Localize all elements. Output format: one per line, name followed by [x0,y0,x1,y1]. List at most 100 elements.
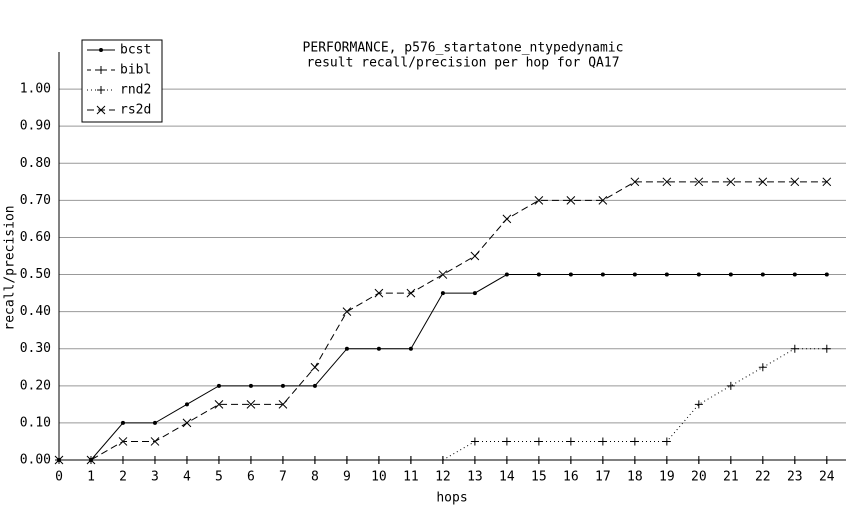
marker [566,196,576,205]
marker [822,344,831,353]
marker [758,363,767,372]
marker [246,456,255,464]
marker [182,456,191,464]
marker [54,455,64,465]
x-tick-label: 9 [343,470,351,485]
marker [376,346,381,351]
marker [598,456,607,464]
marker [694,456,703,464]
x-tick-label: 14 [499,470,515,485]
marker [566,456,575,464]
marker [566,437,575,446]
y-tick-label: 0.30 [20,341,51,356]
marker [694,400,703,409]
marker [408,346,413,351]
legend-box [81,39,163,123]
x-tick-label: 2 [119,470,127,485]
legend-marker [96,105,106,115]
marker [502,214,512,224]
marker [630,456,639,464]
marker [726,456,735,464]
y-tick-label: 0.60 [20,230,51,245]
x-tick-label: 5 [215,470,223,485]
marker [760,272,765,277]
marker [534,437,543,446]
y-tick-label: 0.40 [20,304,51,319]
marker [822,177,832,187]
marker [312,383,317,388]
x-tick-label: 23 [787,470,803,485]
x-tick-label: 17 [595,470,611,485]
y-tick-label: 0.50 [20,267,51,282]
x-tick-label: 24 [819,470,835,485]
marker [600,272,605,277]
marker [472,291,477,296]
x-tick-label: 20 [691,470,707,485]
marker [438,456,447,464]
marker [214,400,224,409]
marker [502,437,511,446]
marker [790,456,799,464]
marker [344,346,349,351]
x-tick-label: 21 [723,470,739,485]
marker [406,456,415,464]
marker [246,400,256,409]
y-tick-label: 1.00 [20,82,51,97]
marker [662,456,671,464]
x-tick-label: 3 [151,470,159,485]
marker [630,177,640,187]
marker [632,272,637,277]
marker [728,272,733,277]
marker [504,272,509,277]
marker [280,383,285,388]
y-tick-label: 0.80 [20,156,51,171]
marker [598,437,607,446]
y-tick-label: 0.90 [20,119,51,134]
marker [502,456,511,464]
marker [824,272,829,277]
marker [534,196,544,205]
marker [374,288,384,298]
marker [726,177,736,187]
marker [86,455,96,465]
y-axis-label: recall/precision [3,205,18,330]
marker [152,420,157,425]
legend-label: bcst [120,43,151,58]
marker [150,437,160,446]
x-tick-label: 22 [755,470,771,485]
marker [118,456,127,464]
marker [470,437,479,446]
legend-label: rs2d [120,103,151,118]
marker [726,381,735,390]
legend-marker [97,66,105,74]
marker [440,291,445,296]
y-tick-label: 0.70 [20,193,51,208]
marker [406,288,416,298]
marker [278,400,288,409]
marker [696,272,701,277]
x-tick-label: 4 [183,470,191,485]
marker [216,383,221,388]
marker [568,272,573,277]
x-tick-label: 8 [311,470,319,485]
marker [438,270,448,279]
x-tick-label: 13 [467,470,483,485]
marker [790,344,799,353]
x-tick-label: 1 [87,470,95,485]
marker [470,456,479,464]
legend: bcst bibl rnd2 rs2d [81,39,163,123]
chart-title: PERFORMANCE, p576_startatone_ntypedynami… [303,41,624,56]
legend-marker [97,86,105,94]
marker [630,437,639,446]
marker [598,196,608,205]
x-tick-label: 18 [627,470,643,485]
marker [758,456,767,464]
legend-label: bibl [120,63,151,78]
legend-marker [99,48,103,52]
marker [374,456,383,464]
x-tick-label: 15 [531,470,547,485]
x-tick-label: 11 [403,470,419,485]
marker [214,456,223,464]
y-tick-label: 0.10 [20,415,51,430]
